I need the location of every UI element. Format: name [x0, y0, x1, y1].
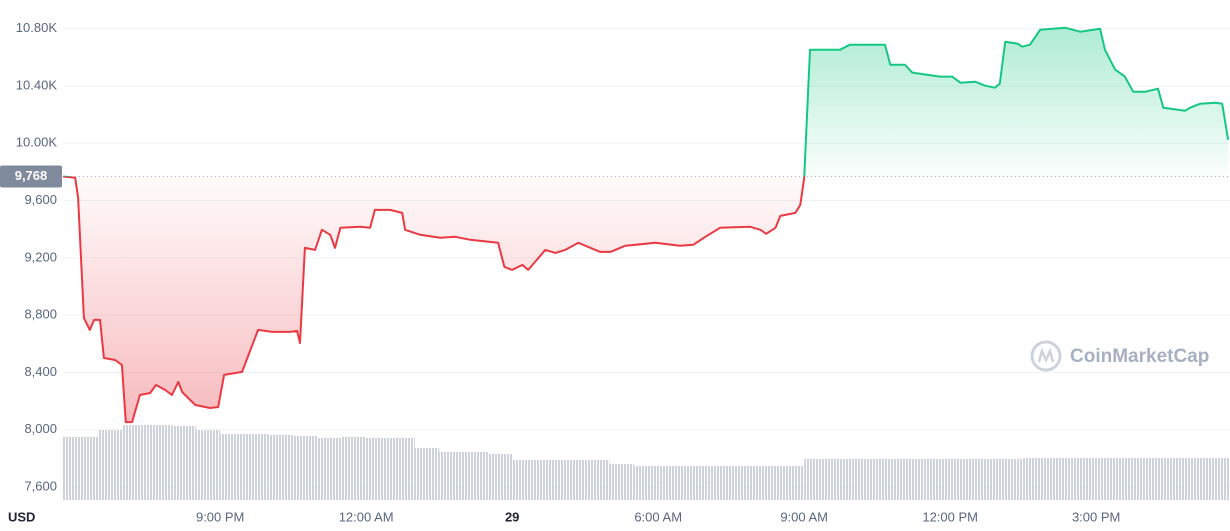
volume-bar: [439, 452, 464, 500]
volume-bar: [1071, 458, 1097, 500]
volume-bar: [1047, 458, 1072, 500]
x-tick-label: 9:00 PM: [196, 509, 244, 524]
x-tick-label: 12:00 AM: [339, 509, 394, 524]
volume-bar: [414, 448, 440, 500]
volume-bar: [998, 459, 1024, 500]
volume-bar: [950, 459, 975, 500]
volume-bar: [512, 460, 537, 500]
y-tick-label: 9,200: [24, 249, 57, 264]
volume-bar: [220, 434, 245, 500]
price-area: [63, 27, 1229, 423]
volume-bar: [1217, 458, 1230, 500]
volume-bar: [974, 459, 999, 500]
y-tick-label: 8,400: [24, 364, 57, 379]
volume-bar: [731, 466, 756, 500]
volume-bar: [293, 436, 318, 500]
volume-bar: [609, 464, 634, 500]
volume-bar: [585, 460, 610, 500]
volume-bar: [901, 459, 926, 500]
volume-bar: [366, 438, 391, 500]
volume-bar: [195, 430, 221, 500]
volume-bar: [487, 454, 513, 500]
volume-bar: [171, 426, 196, 500]
volume-bar: [1023, 458, 1048, 500]
volume-bar: [560, 460, 586, 500]
baseline-label: 9,768: [15, 168, 48, 183]
volume-bar: [98, 430, 123, 500]
volume-bar: [1144, 458, 1170, 500]
volume-bar: [925, 459, 951, 500]
y-tick-label: 8,800: [24, 307, 57, 322]
volume-bar: [682, 466, 707, 500]
volume-bar: [317, 438, 342, 500]
x-tick-label: 9:00 AM: [780, 509, 828, 524]
y-tick-label: 10.80K: [16, 20, 58, 35]
watermark: CoinMarketCap: [1070, 346, 1209, 367]
volume-bar: [244, 434, 269, 500]
volume-bar: [804, 459, 829, 500]
baseline-label-box: [0, 165, 62, 188]
volume-bar: [147, 425, 172, 500]
x-tick-label: 29: [505, 509, 519, 524]
volume-bar: [1169, 458, 1194, 500]
watermark-logo: [1030, 340, 1062, 372]
x-tick-label: 3:00 PM: [1072, 509, 1120, 524]
x-tick-label: 6:00 AM: [634, 509, 682, 524]
volume-bar: [779, 466, 805, 500]
y-tick-label: 8,000: [24, 421, 57, 436]
volume-bar: [268, 435, 294, 500]
x-tick-label: 12:00 PM: [922, 509, 978, 524]
volume-bar: [1096, 458, 1121, 500]
volume-bar: [1193, 458, 1218, 500]
volume-bar: [828, 459, 853, 500]
volume-bar: [852, 459, 878, 500]
y-unit: USD: [8, 509, 35, 524]
y-tick-label: 10.40K: [16, 77, 58, 92]
volume-bar: [463, 452, 488, 500]
volume-bar: [122, 425, 148, 500]
volume-bar: [63, 437, 99, 500]
y-tick-label: 7,600: [24, 479, 57, 494]
volume-bar: [658, 466, 683, 500]
price-line: [62, 26, 1230, 424]
volume-bar: [706, 466, 732, 500]
volume-bar: [390, 438, 415, 500]
volume-bar: [536, 460, 561, 500]
y-tick-label: 9,600: [24, 192, 57, 207]
y-tick-label: 10.00K: [16, 135, 58, 150]
volume-bar: [755, 466, 780, 500]
volume-bar: [1120, 458, 1145, 500]
volume-bar: [877, 459, 902, 500]
volume-bar: [341, 437, 367, 500]
volume-bar: [633, 466, 659, 500]
